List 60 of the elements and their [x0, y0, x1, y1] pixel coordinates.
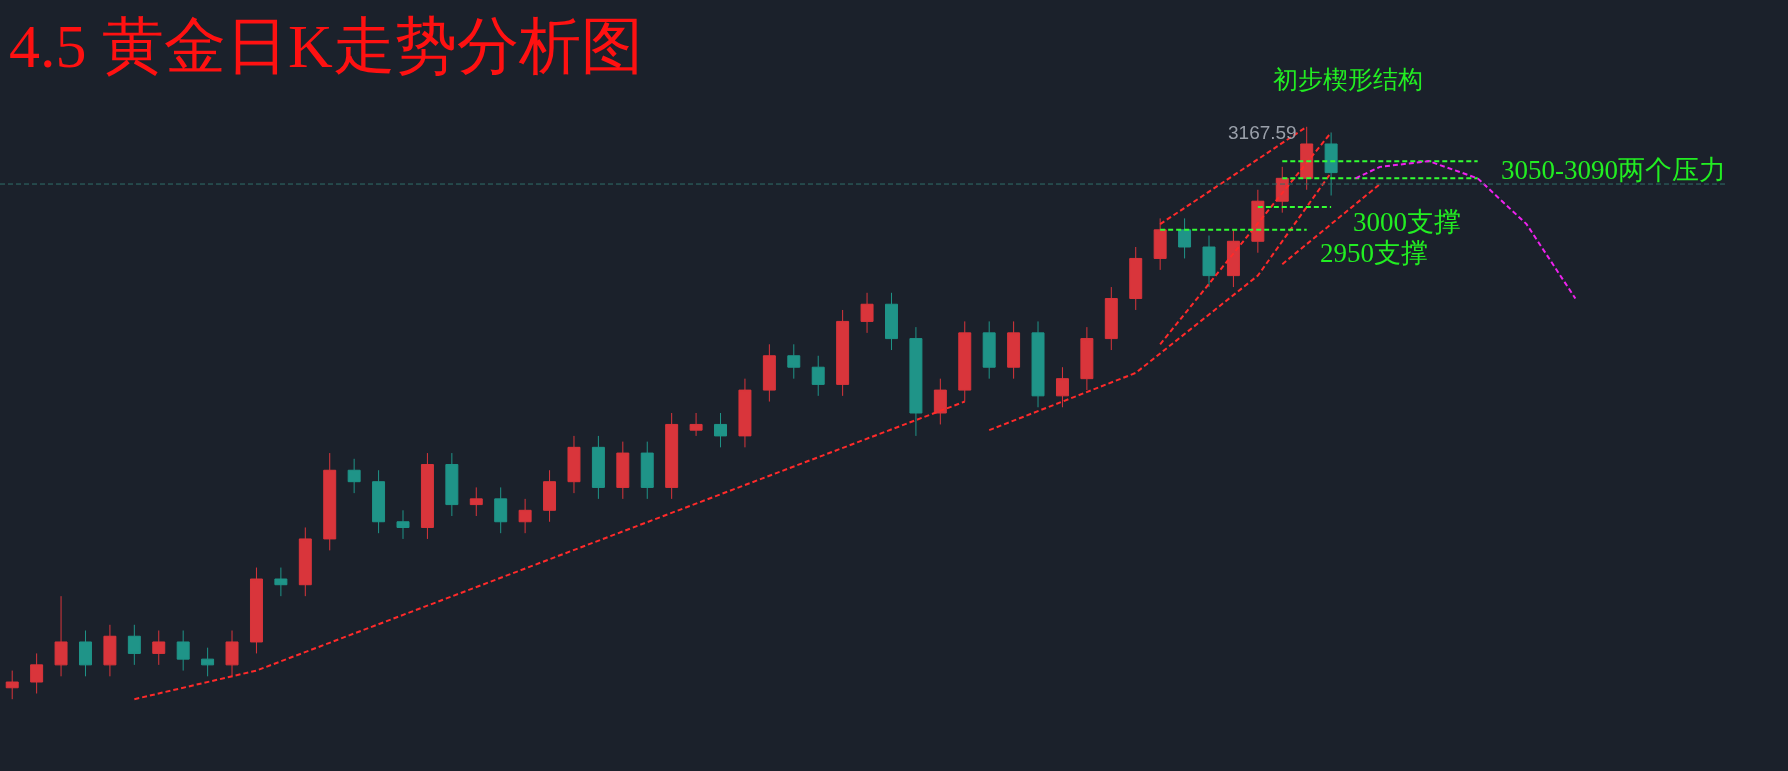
- candlestick: [1251, 189, 1265, 254]
- candlestick: [616, 441, 630, 500]
- candlestick: [127, 624, 141, 666]
- candlestick: [714, 412, 727, 448]
- candlestick: [469, 486, 483, 517]
- candlestick: [1129, 246, 1143, 311]
- candlestick: [372, 469, 386, 534]
- candlestick: [54, 595, 68, 677]
- candlestick: [201, 647, 215, 677]
- candlestick: [787, 343, 801, 380]
- candlestick: [152, 630, 166, 666]
- candlestick: [1031, 320, 1045, 408]
- candlestick: [567, 435, 581, 494]
- candlestick: [445, 452, 459, 517]
- candlestick: [249, 567, 263, 654]
- annotation: 2950支撑: [1320, 238, 1428, 268]
- candlestick: [1226, 229, 1240, 288]
- candlestick: [665, 412, 679, 500]
- candlestick: [591, 435, 605, 500]
- candlestick: [1178, 217, 1192, 259]
- candlestick: [1202, 235, 1216, 288]
- candlestick: [1055, 366, 1069, 408]
- candlestick: [1104, 286, 1118, 351]
- candlestick: [1324, 132, 1338, 196]
- candlestick: [958, 320, 972, 403]
- candlestick: [30, 652, 44, 694]
- candlestick: [396, 509, 410, 540]
- text: 初步楔形结构: [1273, 66, 1423, 93]
- candlestick: [1153, 217, 1167, 271]
- candlestick: [103, 624, 117, 677]
- candlestick: [518, 498, 532, 534]
- candlestick: [909, 326, 923, 437]
- candlestick: [640, 441, 654, 500]
- candlestick: [1300, 126, 1314, 191]
- candlestick: [689, 412, 703, 437]
- candlestick: [860, 292, 874, 334]
- annotation: 3167.59: [1228, 122, 1297, 143]
- candlestick: [225, 630, 239, 677]
- candlestick: [738, 378, 752, 448]
- candlestick: [420, 452, 434, 540]
- candlestick: [543, 469, 557, 523]
- candlestick: [5, 670, 19, 700]
- candlestick: [885, 292, 898, 351]
- candlestick: [298, 526, 312, 597]
- candlestick: [982, 320, 996, 380]
- chart-title: 4.5 黄金日K走势分析图: [8, 11, 643, 80]
- candlestick: [323, 452, 337, 551]
- candlestick: [1080, 326, 1094, 391]
- candlestick: [933, 378, 947, 425]
- annotation: 3050-3090两个压力: [1501, 155, 1726, 185]
- candlestick: [176, 630, 190, 672]
- annotation: 3000支撑: [1353, 207, 1461, 237]
- candlestick: [494, 486, 508, 534]
- candlestick: [836, 309, 850, 397]
- candlestick: [762, 343, 776, 403]
- candlestick: [274, 567, 288, 597]
- candlestick: [347, 458, 361, 494]
- candlestick: [79, 630, 92, 677]
- candlestick: [1007, 320, 1021, 380]
- candlestick: [811, 355, 825, 397]
